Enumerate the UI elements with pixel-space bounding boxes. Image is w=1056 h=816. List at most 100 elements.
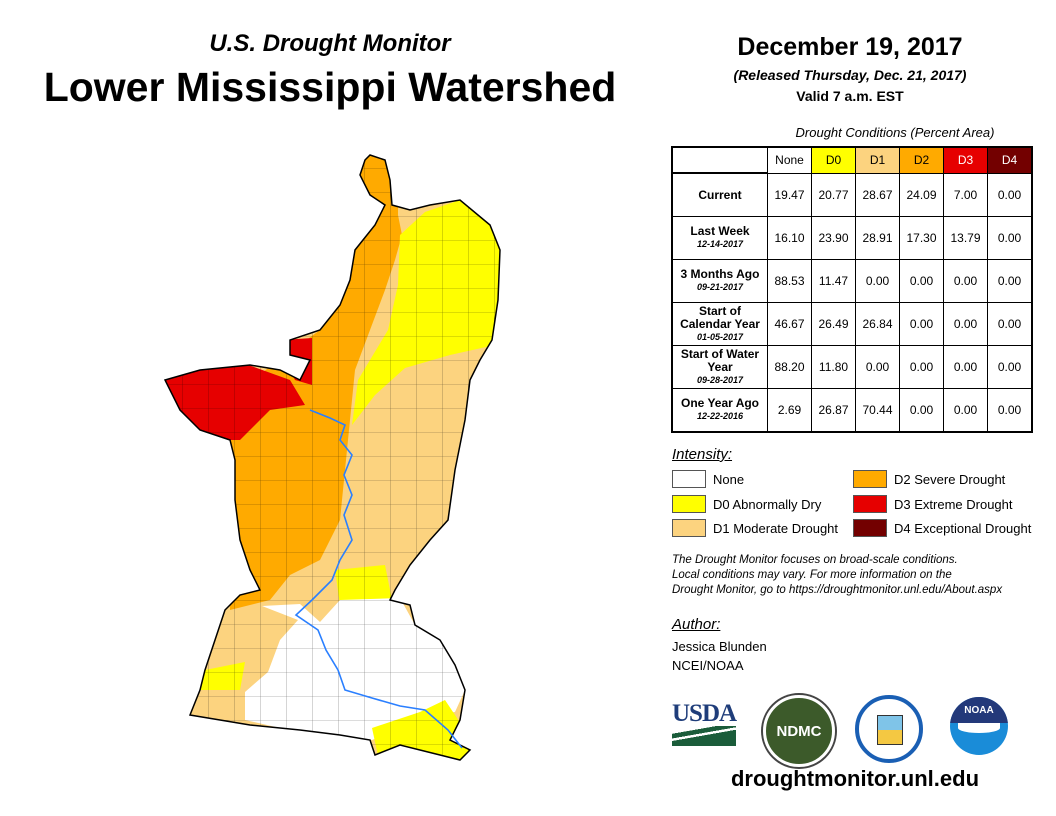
legend-swatch: [853, 470, 887, 488]
table-cell: 0.00: [987, 388, 1033, 433]
legend-label: D2 Severe Drought: [894, 471, 1006, 487]
table-row: Start of Water Year 09-28-2017 88.20 11.80 0…: [671, 345, 1033, 389]
table-cell: 0.00: [855, 259, 900, 303]
website-link[interactable]: droughtmonitor.unl.edu: [730, 766, 980, 791]
col-d3: D3: [943, 146, 988, 174]
table-cell: 26.87: [811, 388, 856, 433]
row-label-text: Current: [698, 187, 742, 202]
disclaimer-note: The Drought Monitor focuses on broad-sca…: [672, 553, 1002, 598]
table-row: Current 19.47 20.77 28.67 24.09 7.00 0.00: [671, 172, 1033, 217]
noaa-bird-icon: [958, 723, 1000, 733]
note-line: Local conditions may vary. For more info…: [672, 569, 952, 581]
table-cell: 2.69: [767, 388, 812, 433]
row-date: 12-14-2017: [696, 239, 744, 249]
ndmc-logo-text: NDMC: [776, 722, 822, 740]
noaa-logo-top: [950, 697, 1008, 723]
legend-item: D0 Abnormally Dry: [672, 495, 821, 513]
row-label: Start of Water Year 09-28-2017: [671, 345, 768, 389]
legend-swatch: [672, 519, 706, 537]
note-line: Drought Monitor, go to https://droughtmo…: [672, 584, 1003, 596]
usda-logo-stripes: [672, 726, 736, 746]
table-cell: 0.00: [899, 388, 944, 433]
col-d2: D2: [899, 146, 944, 174]
table-cell: 0.00: [943, 388, 988, 433]
commerce-seal-icon: [855, 695, 923, 763]
table-cell: 11.47: [811, 259, 856, 303]
table-cell: 28.91: [855, 216, 900, 260]
author-name: Jessica Blunden: [672, 639, 767, 654]
header-blank: [672, 147, 768, 174]
valid-time: Valid 7 a.m. EST: [796, 88, 904, 104]
legend-item: None: [672, 470, 744, 488]
drought-map: [163, 154, 501, 761]
watershed-outline: [163, 154, 501, 761]
row-label: One Year Ago 12-22-2016: [671, 388, 768, 433]
table-cell: 23.90: [811, 216, 856, 260]
row-label-text: One Year Ago: [680, 396, 760, 410]
legend-swatch: [672, 470, 706, 488]
table-cell: 7.00: [943, 172, 988, 217]
legend-swatch: [853, 519, 887, 537]
map-title: Lower Mississippi Watershed: [43, 64, 617, 110]
author-org: NCEI/NOAA: [672, 658, 744, 673]
legend-item: D4 Exceptional Drought: [853, 519, 1031, 537]
supertitle: U.S. Drought Monitor: [209, 30, 451, 57]
legend-label: D3 Extreme Drought: [894, 496, 1013, 512]
table-cell: 17.30: [899, 216, 944, 260]
table-header-row: None D0 D1 D2 D3 D4: [672, 146, 1033, 174]
table-cell: 26.84: [855, 302, 900, 346]
table-cell: 13.79: [943, 216, 988, 260]
legend-swatch: [853, 495, 887, 513]
row-label-text: Last Week: [690, 224, 750, 238]
legend-item: D2 Severe Drought: [853, 470, 1005, 488]
table-cell: 0.00: [899, 345, 944, 389]
table-row: Start of Calendar Year 01-05-2017 46.67 26.…: [671, 302, 1033, 346]
legend-title: Intensity:: [672, 446, 733, 463]
table-cell: 70.44: [855, 388, 900, 433]
row-label: 3 Months Ago 09-21-2017: [671, 259, 768, 303]
map-date: December 19, 2017: [737, 33, 963, 61]
table-cell: 0.00: [855, 345, 900, 389]
row-date: 12-22-2016: [696, 411, 744, 421]
author-block: Jessica Blunden NCEI/NOAA: [672, 637, 767, 675]
table-cell: 0.00: [987, 172, 1033, 217]
row-date: 09-21-2017: [696, 282, 744, 292]
drought-conditions-table: None D0 D1 D2 D3 D4 Current 19.47 20.77 28.…: [671, 146, 1033, 433]
usda-logo: USDA: [672, 700, 737, 748]
noaa-logo: NOAA: [950, 697, 1008, 755]
table-cell: 0.00: [943, 302, 988, 346]
usda-logo-text: USDA: [672, 700, 737, 727]
noaa-logo-text: NOAA: [964, 705, 994, 716]
row-date: 01-05-2017: [696, 331, 744, 342]
row-label-text: Start of Calendar Year: [680, 303, 760, 331]
table-cell: 24.09: [899, 172, 944, 217]
table-row: 3 Months Ago 09-21-2017 88.53 11.47 0.00 0.00…: [671, 259, 1033, 303]
table-cell: 0.00: [987, 259, 1033, 303]
table-cell: 46.67: [767, 302, 812, 346]
table-cell: 0.00: [943, 345, 988, 389]
row-label: Start of Calendar Year 01-05-2017: [671, 302, 768, 346]
table-row: One Year Ago 12-22-2016 2.69 26.87 70.44 0.00…: [671, 388, 1033, 433]
table-cell: 28.67: [855, 172, 900, 217]
table-cell: 88.20: [767, 345, 812, 389]
col-d1: D1: [855, 146, 900, 174]
col-d4: D4: [987, 146, 1033, 174]
mississippi-river: [294, 409, 463, 749]
legend-label: D4 Exceptional Drought: [894, 520, 1032, 536]
table-cell: 20.77: [811, 172, 856, 217]
row-label-text: Start of Water Year: [680, 346, 760, 374]
note-line: The Drought Monitor focuses on broad-sca…: [672, 554, 958, 566]
row-label: Current: [671, 172, 768, 217]
legend-label: D1 Moderate Drought: [713, 520, 839, 536]
legend-item: D1 Moderate Drought: [672, 519, 838, 537]
table-cell: 0.00: [987, 302, 1033, 346]
row-label-text: 3 Months Ago: [680, 267, 760, 281]
county-boundaries: [165, 155, 500, 760]
table-cell: 0.00: [987, 216, 1033, 260]
table-row: Last Week 12-14-2017 16.10 23.90 28.91 17.30 1…: [671, 216, 1033, 260]
table-cell: 88.53: [767, 259, 812, 303]
table-cell: 19.47: [767, 172, 812, 217]
ndmc-logo: NDMC: [763, 695, 835, 767]
table-cell: 11.80: [811, 345, 856, 389]
